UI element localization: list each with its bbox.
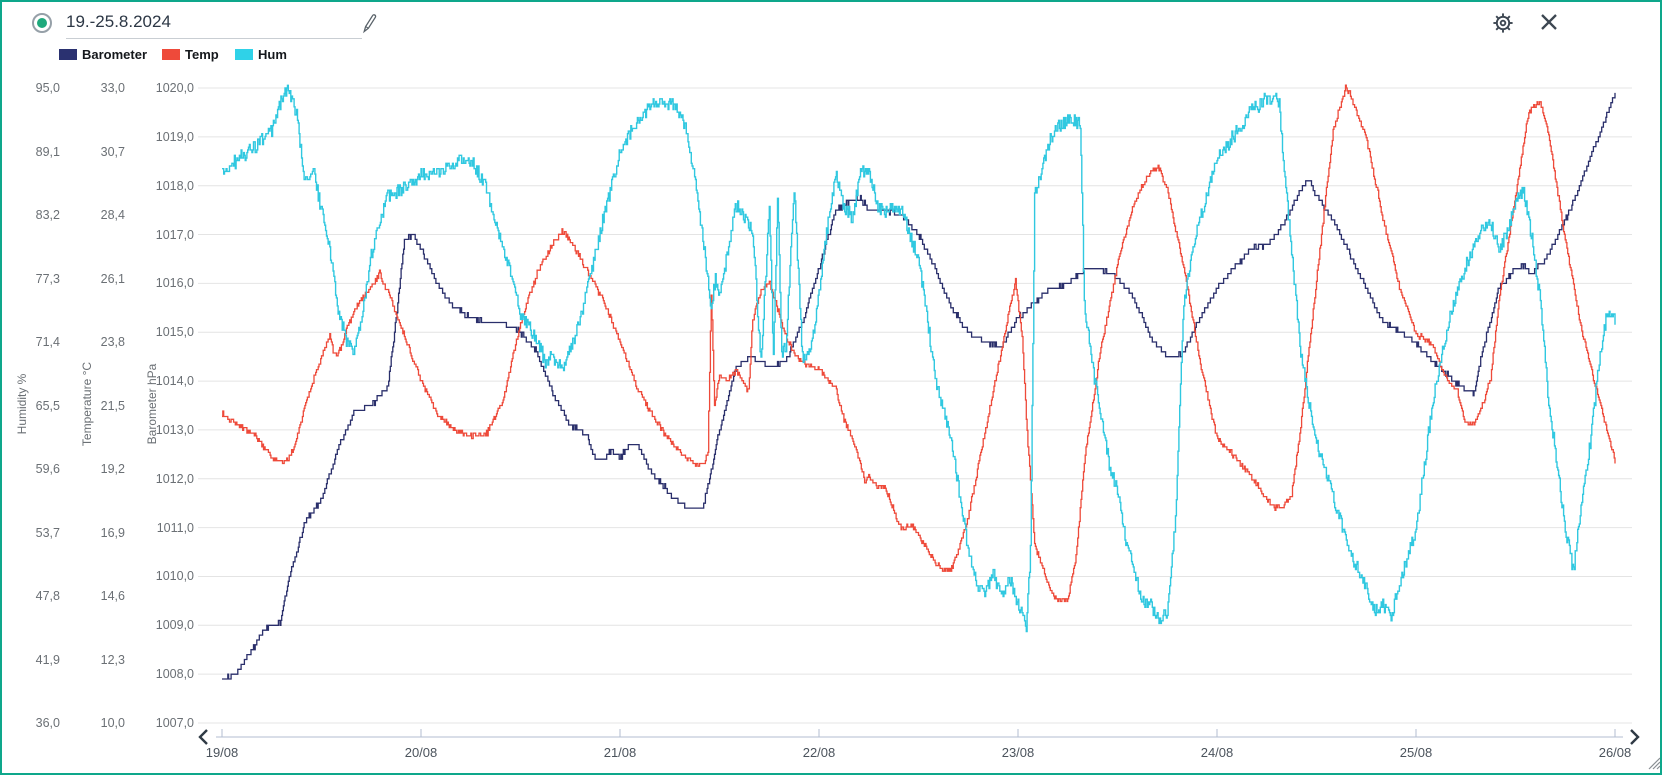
barometer-tick-label: 1009,0: [155, 618, 194, 633]
temperature-tick-label: 12,3: [100, 652, 125, 667]
humidity-tick-label: 95,0: [35, 81, 60, 95]
humidity-tick-label: 77,3: [35, 271, 60, 286]
date-tick-label: 24/08: [1200, 745, 1234, 760]
humidity-tick-label: 36,0: [35, 716, 60, 730]
date-range-input[interactable]: [66, 10, 362, 39]
temperature-tick-label: 33,0: [100, 81, 125, 95]
barometer-tick-label: 1011,0: [156, 520, 194, 535]
date-tick-label: 19/08: [205, 745, 239, 760]
barometer-tick-label: 1015,0: [155, 325, 194, 340]
humidity-tick-label: 83,2: [35, 208, 60, 222]
temperature-tick-label: 21,5: [100, 398, 125, 413]
resize-handle-icon[interactable]: [1645, 756, 1661, 770]
barometer-tick-label: 1014,0: [155, 374, 194, 389]
date-tick-label: 22/08: [802, 745, 836, 760]
date-tick-label: 25/08: [1399, 745, 1433, 760]
date-tick-label: 23/08: [1001, 745, 1035, 760]
barometer-tick-label: 1020,0: [155, 81, 194, 95]
humidity-tick-label: 89,1: [35, 144, 60, 159]
barometer-tick-label: 1018,0: [155, 178, 194, 193]
hum-swatch-icon: [235, 49, 253, 60]
legend-item-temp[interactable]: Temp: [162, 47, 219, 62]
chevron-left-icon[interactable]: [196, 728, 212, 746]
barometer-tick-label: 1019,0: [155, 129, 194, 144]
legend-item-barometer[interactable]: Barometer: [59, 47, 147, 62]
date-tick-label: 26/08: [1598, 745, 1632, 760]
temperature-tick-label: 26,1: [100, 271, 125, 286]
temperature-tick-label: 30,7: [100, 144, 125, 159]
legend-label-hum: Hum: [258, 47, 287, 62]
date-tick-label: 20/08: [404, 745, 438, 760]
legend-label-temp: Temp: [185, 47, 219, 62]
temperature-tick-label: 16,9: [100, 525, 125, 540]
temperature-tick-label: 14,6: [100, 589, 125, 603]
temperature-tick-label: 19,2: [100, 462, 125, 476]
close-icon[interactable]: [1539, 12, 1559, 32]
barometer-tick-label: 1013,0: [155, 422, 194, 437]
barometer-tick-label: 1008,0: [155, 667, 194, 682]
humidity-tick-label: 59,6: [35, 462, 60, 476]
temperature-tick-label: 23,8: [100, 335, 125, 349]
humidity-tick-label: 41,9: [35, 652, 60, 667]
gear-icon[interactable]: [1491, 11, 1515, 35]
record-dot-inner: [37, 18, 47, 28]
barometer-tick-label: 1007,0: [155, 716, 194, 730]
legend-item-hum[interactable]: Hum: [235, 47, 287, 62]
barometer-tick-label: 1012,0: [155, 471, 194, 486]
temp-swatch-icon: [162, 49, 180, 60]
humidity-tick-label: 65,5: [35, 398, 60, 413]
temperature-tick-label: 10,0: [100, 716, 125, 730]
barometer-tick-label: 1016,0: [155, 276, 194, 291]
chevron-right-icon[interactable]: [1626, 728, 1642, 746]
barometer-swatch-icon: [59, 49, 77, 60]
record-dot-icon: [32, 13, 52, 33]
humidity-tick-label: 53,7: [35, 525, 60, 540]
temperature-tick-label: 28,4: [100, 208, 125, 222]
barometer-tick-label: 1010,0: [155, 569, 194, 584]
pencil-icon[interactable]: [360, 13, 380, 35]
legend-label-barometer: Barometer: [82, 47, 148, 62]
date-tick-label: 21/08: [603, 745, 637, 760]
date-range-field: [66, 10, 362, 39]
humidity-tick-label: 47,8: [35, 589, 60, 603]
barometer-tick-label: 1017,0: [155, 227, 194, 242]
humidity-tick-label: 71,4: [35, 335, 60, 349]
